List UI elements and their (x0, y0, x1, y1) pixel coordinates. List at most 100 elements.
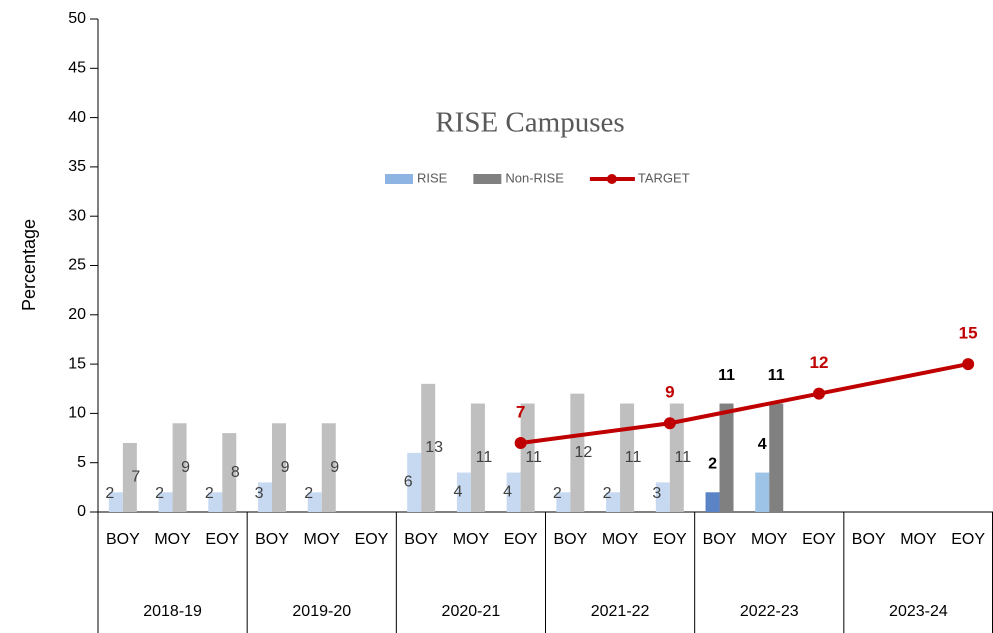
group-label: 2018-19 (143, 603, 202, 620)
y-tick-label: 30 (68, 207, 86, 224)
group-label: 2023-24 (889, 603, 948, 620)
y-tick-label: 35 (68, 158, 86, 175)
y-tick-label: 15 (68, 355, 86, 372)
data-label: 2 (304, 485, 313, 502)
group-label: 2021-22 (591, 603, 650, 620)
bar (307, 492, 322, 512)
data-label: 9 (665, 383, 674, 402)
y-tick-label: 25 (68, 257, 86, 274)
x-tick-label: EOY (355, 531, 389, 548)
data-label: 6 (404, 474, 413, 491)
data-label: 15 (959, 324, 978, 343)
bar (208, 492, 223, 512)
bar (719, 403, 734, 512)
x-tick-label: EOY (653, 531, 687, 548)
bar (705, 492, 720, 512)
bar (570, 393, 585, 512)
bar (122, 442, 137, 512)
group-label: 2022-23 (740, 603, 799, 620)
data-label: 3 (255, 485, 264, 502)
bar (258, 482, 273, 512)
target-line (520, 362, 969, 445)
bar (158, 492, 173, 512)
data-label: 2 (603, 485, 612, 502)
data-label: 13 (425, 439, 443, 456)
data-label: 11 (768, 367, 785, 384)
bar (755, 472, 770, 512)
group-label: 2020-21 (442, 603, 501, 620)
group-label: 2019-20 (292, 603, 351, 620)
bar (506, 472, 521, 512)
x-tick-label: EOY (205, 531, 239, 548)
bar (520, 403, 535, 512)
data-label: 2 (708, 455, 717, 472)
x-tick-label: BOY (703, 531, 737, 548)
legend-swatch (606, 174, 617, 184)
data-label: 2 (155, 485, 164, 502)
data-label: 12 (810, 353, 829, 372)
x-tick-label: MOY (602, 531, 639, 548)
chart-title: RISE Campuses (435, 107, 624, 139)
x-tick-label: BOY (255, 531, 289, 548)
y-tick-label: 0 (77, 503, 86, 520)
bar (606, 492, 621, 512)
data-label: 9 (181, 459, 190, 476)
bar (172, 423, 187, 512)
bar (769, 403, 784, 512)
data-label: 12 (574, 444, 592, 461)
x-tick-label: EOY (504, 531, 538, 548)
y-tick-label: 40 (68, 109, 86, 126)
data-label: 11 (718, 367, 735, 384)
bar (321, 423, 336, 512)
x-tick-label: MOY (751, 531, 788, 548)
x-tick-label: BOY (553, 531, 587, 548)
x-tick-label: BOY (404, 531, 438, 548)
target-point (514, 436, 527, 449)
bar (222, 433, 237, 512)
data-label: 4 (758, 436, 767, 453)
x-tick-label: EOY (802, 531, 836, 548)
legend-swatch (473, 174, 502, 184)
bar (470, 403, 485, 512)
y-tick-label: 50 (68, 10, 86, 27)
x-tick-label: BOY (852, 531, 886, 548)
data-label: 7 (516, 402, 525, 421)
data-label: 3 (652, 485, 661, 502)
x-tick-label: MOY (304, 531, 341, 548)
bar (421, 383, 436, 512)
x-tick-label: MOY (154, 531, 191, 548)
bar (669, 403, 684, 512)
y-tick-label: 45 (68, 60, 86, 77)
bar (556, 492, 571, 512)
data-label: 9 (330, 459, 339, 476)
x-tick-label: EOY (951, 531, 985, 548)
y-tick-label: 5 (77, 454, 86, 471)
data-label: 2 (205, 485, 214, 502)
legend-swatch (385, 174, 413, 184)
x-tick-label: MOY (900, 531, 937, 548)
target-point (812, 387, 825, 400)
bar (655, 482, 670, 512)
data-label: 9 (281, 459, 290, 476)
data-label: 11 (625, 449, 642, 466)
x-tick-label: BOY (106, 531, 140, 548)
data-label: 11 (476, 449, 493, 466)
y-tick-label: 10 (68, 405, 86, 422)
bar (108, 492, 123, 512)
legend-label: RISE (417, 170, 448, 185)
y-axis-label: Percentage (19, 219, 39, 311)
data-label: 7 (131, 469, 140, 486)
bar (407, 452, 422, 512)
data-label: 8 (231, 464, 240, 481)
x-tick-label: MOY (453, 531, 490, 548)
data-label: 11 (675, 449, 692, 466)
target-point (663, 417, 676, 430)
data-label: 4 (453, 483, 462, 500)
target-point (962, 358, 975, 371)
bar (456, 472, 471, 512)
y-tick-label: 20 (68, 306, 86, 323)
data-label: 4 (503, 483, 512, 500)
legend-label: TARGET (638, 170, 690, 185)
data-label: 2 (105, 485, 114, 502)
